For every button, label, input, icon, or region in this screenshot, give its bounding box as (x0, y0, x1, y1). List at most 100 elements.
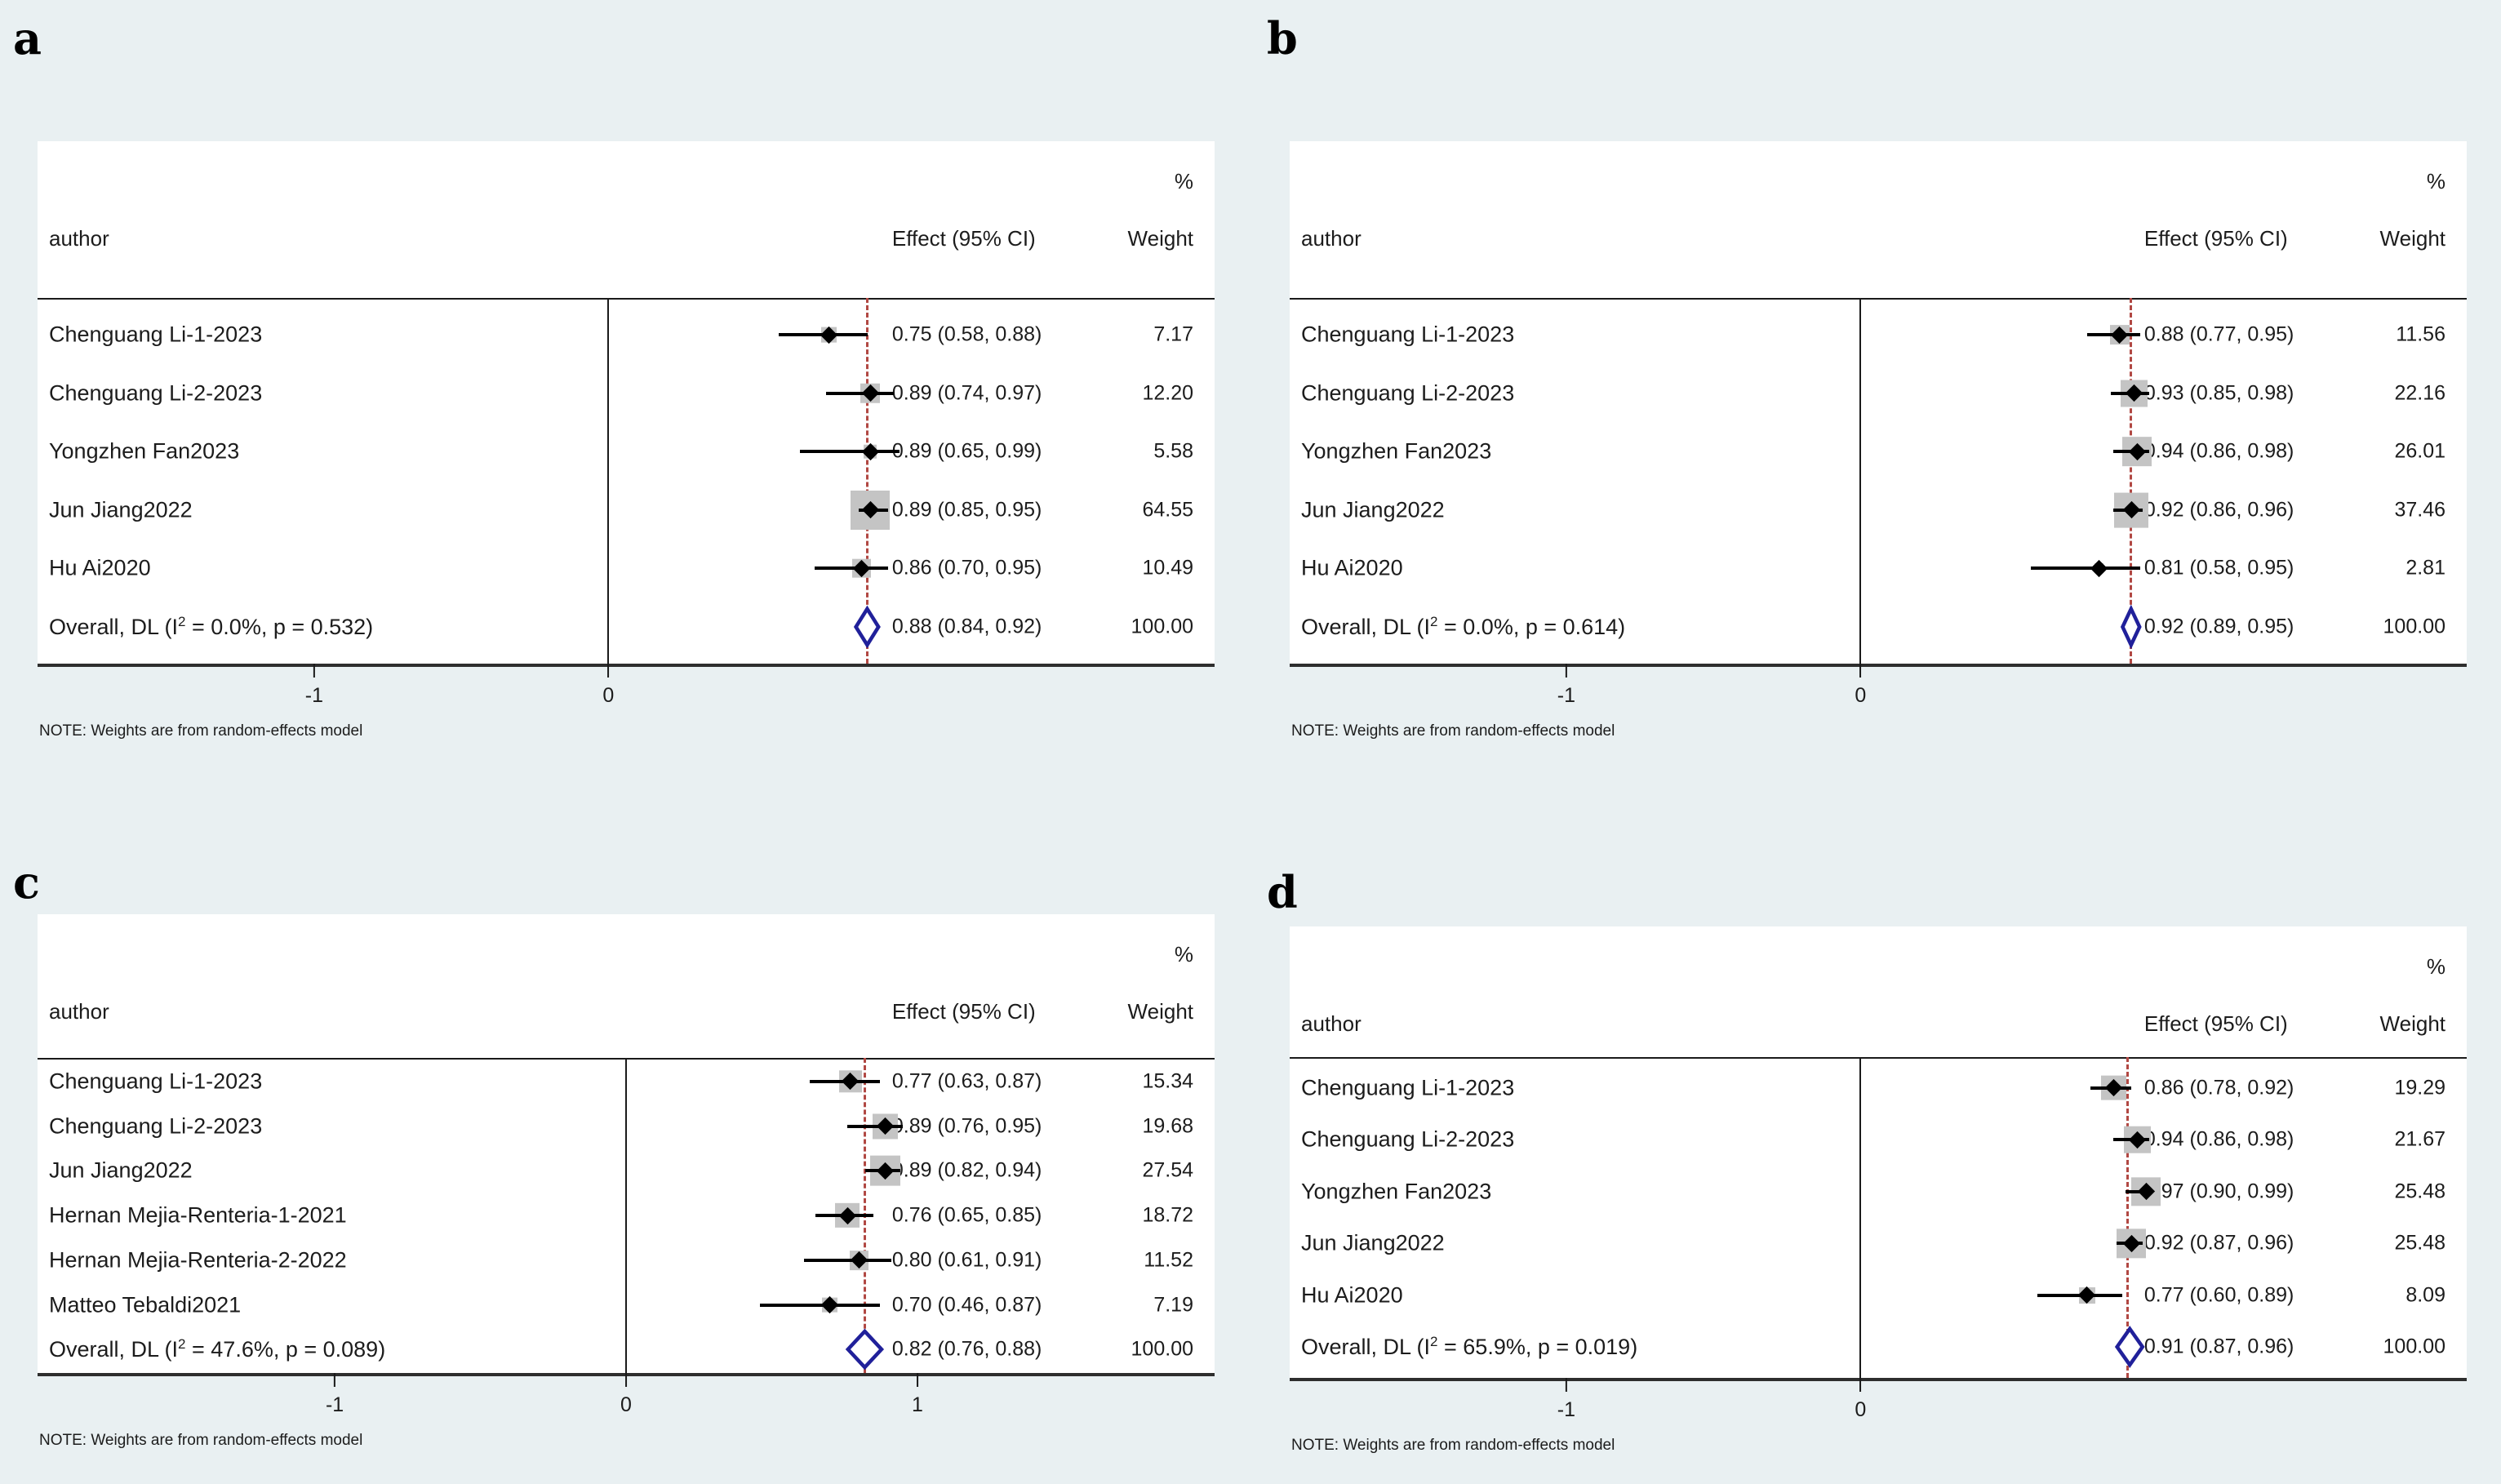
axis-tick: -1 (305, 664, 323, 708)
study-weight: 7.17 (1153, 322, 1193, 346)
study-weight: 25.48 (2394, 1180, 2445, 1203)
overall-effect-label: 0.92 (0.89, 0.95) (2143, 615, 2294, 638)
tick-label: 0 (620, 1393, 632, 1416)
study-weight: 12.20 (1142, 381, 1193, 405)
table-row: Chenguang Li-1-2023 0.75 (0.58, 0.88) 7.… (38, 313, 1215, 356)
study-effect-label: 0.86 (0.78, 0.92) (2143, 1076, 2294, 1100)
overall-diamond (2122, 608, 2140, 646)
ci-line (799, 450, 900, 454)
overall-label-sup: 2 (178, 613, 186, 629)
overall-label-suffix: = 0.0%, p = 0.614) (1437, 614, 1626, 639)
study-rows: Chenguang Li-1-2023 0.88 (0.77, 0.95) 11… (1290, 298, 2467, 664)
overall-label-prefix: Overall, DL (I (1301, 1335, 1431, 1360)
table-row: Chenguang Li-2-2023 0.94 (0.86, 0.98) 21… (1290, 1118, 2467, 1161)
table-row: Chenguang Li-2-2023 0.89 (0.76, 0.95) 19… (38, 1105, 1215, 1148)
column-header-author: author (49, 999, 109, 1024)
column-header-effect: Effect (95% CI) (2143, 226, 2288, 251)
overall-effect-label: 0.88 (0.84, 0.92) (891, 615, 1042, 638)
x-axis-ticks: -1 0 (38, 664, 1215, 721)
study-author: Chenguang Li-2-2023 (1301, 380, 1515, 406)
study-author: Hernan Mejia-Renteria-1-2021 (49, 1202, 347, 1228)
column-header-author: author (1301, 1011, 1362, 1036)
table-row: Yongzhen Fan2023 0.97 (0.90, 0.99) 25.48 (1290, 1171, 2467, 1213)
axis-tick: 0 (1855, 1378, 1866, 1422)
panel-letter-b: b (1267, 12, 1298, 64)
table-row: Hu Ai2020 0.86 (0.70, 0.95) 10.49 (38, 547, 1215, 589)
overall-diamond (847, 1331, 882, 1368)
tick-mark (1859, 664, 1862, 678)
study-effect-label: 0.97 (0.90, 0.99) (2143, 1180, 2294, 1203)
overall-weight: 100.00 (2383, 615, 2445, 638)
axis-tick: -1 (326, 1373, 344, 1417)
tick-label: 0 (602, 684, 615, 707)
axis-tick: 1 (912, 1373, 923, 1417)
tick-mark (625, 1373, 627, 1387)
column-header-effect: Effect (95% CI) (891, 226, 1036, 251)
plot-area: % author Effect (95% CI) Weight Chenguan… (1290, 926, 2467, 1454)
study-weight: 25.48 (2394, 1231, 2445, 1255)
weights-note: NOTE: Weights are from random-effects mo… (1291, 722, 1615, 740)
study-effect-label: 0.89 (0.82, 0.94) (891, 1158, 1042, 1182)
weights-note: NOTE: Weights are from random-effects mo… (39, 1432, 363, 1449)
point-marker (2090, 559, 2108, 577)
panel-letter-c: c (13, 856, 40, 909)
study-weight: 19.68 (1142, 1114, 1193, 1137)
overall-diamond (855, 608, 879, 646)
axis-tick: -1 (1557, 664, 1575, 708)
study-author: Hu Ai2020 (1301, 555, 1403, 580)
overall-row: Overall, DL (I2 = 0.0%, p = 0.614) 0.92 … (1290, 606, 2467, 648)
axis-tick: 0 (620, 1373, 632, 1417)
axis-tick: 0 (1855, 664, 1866, 708)
weights-note: NOTE: Weights are from random-effects mo… (1291, 1437, 1615, 1454)
tick-mark (1565, 1378, 1567, 1392)
study-weight: 37.46 (2394, 498, 2445, 522)
forest-panel-c: % author Effect (95% CI) Weight Chenguan… (38, 914, 1215, 1449)
study-effect-label: 0.89 (0.65, 0.99) (891, 439, 1042, 463)
overall-dashed-line (2130, 298, 2133, 664)
study-effect-label: 0.89 (0.76, 0.95) (891, 1114, 1042, 1137)
overall-label-sup: 2 (178, 1336, 186, 1353)
zero-reference-line (1859, 298, 1862, 664)
overall-row: Overall, DL (I2 = 47.6%, p = 0.089) 0.82… (38, 1328, 1215, 1371)
table-row: Jun Jiang2022 0.89 (0.82, 0.94) 27.54 (38, 1149, 1215, 1192)
column-header-weight: Weight (1127, 226, 1193, 251)
table-row: Yongzhen Fan2023 0.94 (0.86, 0.98) 26.01 (1290, 430, 2467, 473)
plot-area: % author Effect (95% CI) Weight Chenguan… (38, 141, 1215, 740)
table-row: Hu Ai2020 0.81 (0.58, 0.95) 2.81 (1290, 547, 2467, 589)
study-weight: 18.72 (1142, 1203, 1193, 1227)
study-author: Chenguang Li-1-2023 (49, 322, 263, 347)
overall-weight: 100.00 (2383, 1335, 2445, 1358)
tick-label: -1 (1557, 684, 1575, 707)
study-author: Chenguang Li-2-2023 (49, 1113, 263, 1138)
study-author: Hu Ai2020 (1301, 1282, 1403, 1308)
column-header-author: author (1301, 226, 1362, 251)
forest-panel-d: % author Effect (95% CI) Weight Chenguan… (1290, 926, 2467, 1454)
panel-letter-d: d (1267, 866, 1298, 918)
study-rows: Chenguang Li-1-2023 0.75 (0.58, 0.88) 7.… (38, 298, 1215, 664)
tick-mark (916, 1373, 918, 1387)
overall-label-suffix: = 0.0%, p = 0.532) (185, 614, 374, 639)
zero-reference-line (607, 298, 610, 664)
study-weight: 11.52 (1144, 1248, 1193, 1272)
table-row: Yongzhen Fan2023 0.89 (0.65, 0.99) 5.58 (38, 430, 1215, 473)
table-row: Chenguang Li-2-2023 0.89 (0.74, 0.97) 12… (38, 372, 1215, 415)
study-effect-label: 0.77 (0.60, 0.89) (2143, 1283, 2294, 1307)
study-weight: 26.01 (2394, 439, 2445, 463)
header-separator (1290, 298, 2467, 300)
study-author: Yongzhen Fan2023 (49, 438, 240, 464)
study-weight: 15.34 (1142, 1069, 1193, 1093)
table-row: Jun Jiang2022 0.89 (0.85, 0.95) 64.55 (38, 489, 1215, 531)
x-axis-ticks: -1 0 1 (38, 1373, 1215, 1430)
tick-label: -1 (304, 684, 323, 707)
weights-note: NOTE: Weights are from random-effects mo… (39, 722, 363, 740)
study-weight: 8.09 (2405, 1283, 2445, 1307)
study-effect-label: 0.92 (0.87, 0.96) (2143, 1231, 2294, 1255)
study-weight: 2.81 (2405, 556, 2445, 580)
overall-dashed-line (865, 298, 868, 664)
study-effect-label: 0.75 (0.58, 0.88) (891, 322, 1042, 346)
study-effect-label: 0.89 (0.74, 0.97) (891, 381, 1042, 405)
table-row: Chenguang Li-2-2023 0.93 (0.85, 0.98) 22… (1290, 372, 2467, 415)
overall-label: Overall, DL (I2 = 47.6%, p = 0.089) (49, 1336, 385, 1362)
study-weight: 5.58 (1153, 439, 1193, 463)
table-row: Matteo Tebaldi2021 0.70 (0.46, 0.87) 7.1… (38, 1284, 1215, 1326)
